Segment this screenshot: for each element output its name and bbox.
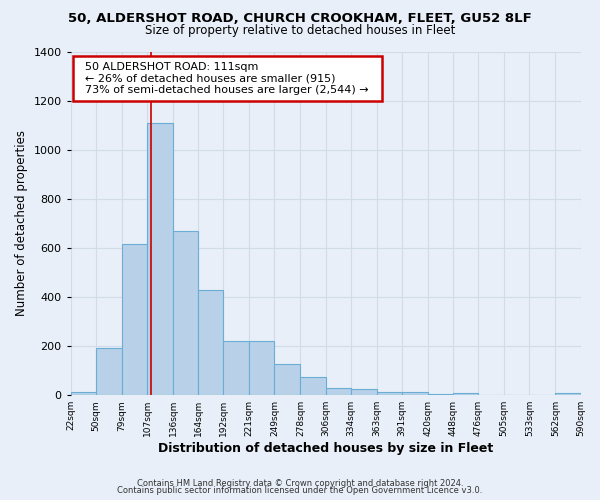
- Y-axis label: Number of detached properties: Number of detached properties: [15, 130, 28, 316]
- Bar: [556, 393, 581, 395]
- Bar: [428, 394, 453, 395]
- Bar: [250, 341, 274, 395]
- Bar: [71, 392, 96, 395]
- Bar: [122, 244, 147, 395]
- Bar: [198, 290, 223, 395]
- Text: Size of property relative to detached houses in Fleet: Size of property relative to detached ho…: [145, 24, 455, 37]
- Bar: [402, 392, 428, 395]
- Bar: [96, 348, 122, 395]
- Bar: [453, 393, 478, 395]
- Bar: [326, 388, 351, 395]
- Bar: [274, 364, 301, 395]
- Bar: [301, 377, 326, 395]
- Bar: [223, 341, 250, 395]
- X-axis label: Distribution of detached houses by size in Fleet: Distribution of detached houses by size …: [158, 442, 493, 455]
- Text: 50 ALDERSHOT ROAD: 111sqm
  ← 26% of detached houses are smaller (915)
  73% of : 50 ALDERSHOT ROAD: 111sqm ← 26% of detac…: [79, 62, 376, 95]
- Bar: [351, 388, 377, 395]
- Bar: [147, 124, 173, 395]
- Bar: [173, 230, 198, 395]
- Text: Contains public sector information licensed under the Open Government Licence v3: Contains public sector information licen…: [118, 486, 482, 495]
- Text: 50, ALDERSHOT ROAD, CHURCH CROOKHAM, FLEET, GU52 8LF: 50, ALDERSHOT ROAD, CHURCH CROOKHAM, FLE…: [68, 12, 532, 26]
- Bar: [377, 392, 402, 395]
- Text: Contains HM Land Registry data © Crown copyright and database right 2024.: Contains HM Land Registry data © Crown c…: [137, 478, 463, 488]
